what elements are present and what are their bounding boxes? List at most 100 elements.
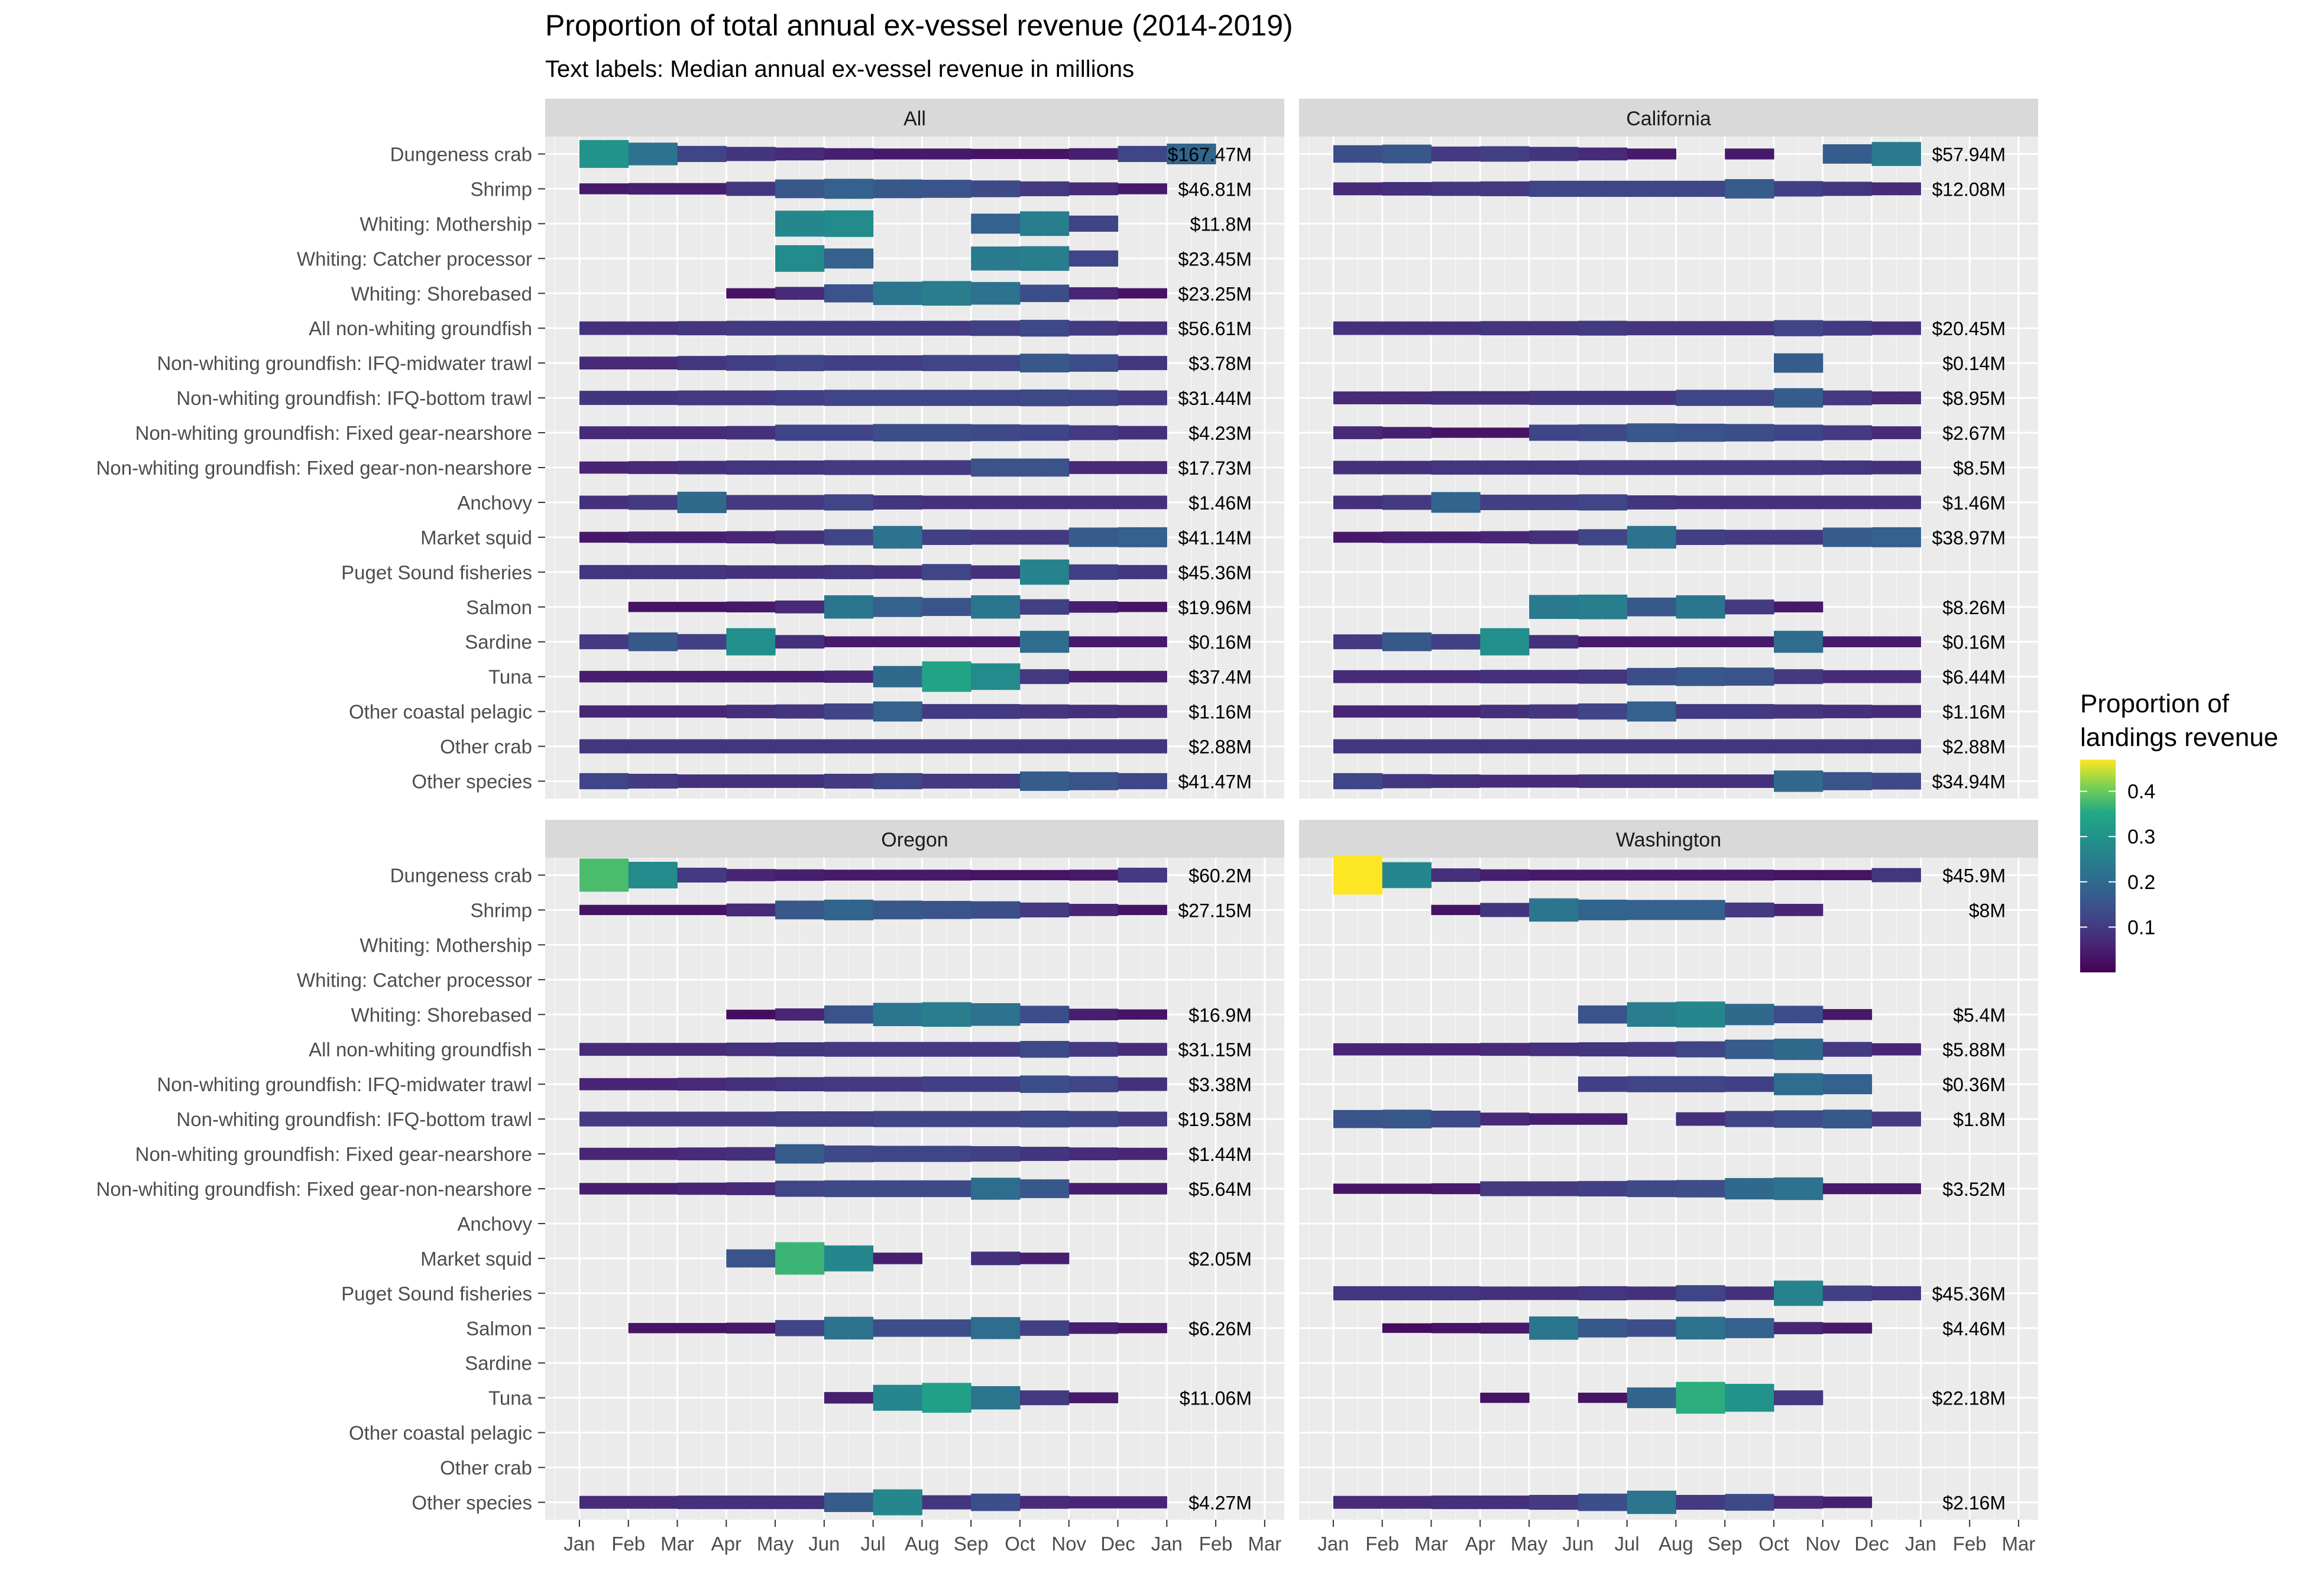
y-tick-label-all-other-crab: Other crab (440, 736, 532, 758)
tile-california-other-crab-m1 (1333, 739, 1383, 754)
legend-title-line2: landings revenue (2080, 723, 2278, 752)
tile-california-other-coastal-pelagic-m11 (1822, 705, 1873, 719)
tile-california-dungeness-crab-m9 (1725, 148, 1774, 160)
tile-all-sardine-m11 (1068, 636, 1119, 647)
tile-california-other-coastal-pelagic-m9 (1725, 704, 1774, 719)
tile-oregon-non-whiting-groundfish-ifq-midwater-trawl-m9 (971, 1076, 1021, 1092)
x-tick-label-washington-4: May (1511, 1533, 1548, 1555)
tile-california-non-whiting-groundfish-fixed-gear-nearshore-m5 (1529, 424, 1579, 441)
tile-all-sardine-m12 (1118, 636, 1167, 647)
tile-washington-shrimp-m6 (1578, 899, 1628, 920)
tile-california-tuna-m12 (1871, 670, 1921, 683)
tile-california-all-non-whiting-groundfish-m6 (1578, 320, 1628, 336)
tile-washington-non-whiting-groundfish-ifq-bottom-trawl-m6 (1578, 1113, 1628, 1125)
tile-washington-puget-sound-fisheries-m9 (1725, 1286, 1774, 1300)
tile-all-salmon-m2 (628, 602, 678, 612)
revenue-label-all-salmon: $19.96M (1178, 597, 1252, 618)
revenue-label-all-non-whiting-groundfish-ifq-bottom-trawl: $31.44M (1178, 388, 1252, 409)
tile-oregon-other-species-m10 (1019, 1496, 1070, 1509)
tile-california-anchovy-m6 (1578, 494, 1628, 511)
tile-all-other-crab-m12 (1118, 739, 1167, 754)
y-tick-label-oregon-market-squid: Market squid (420, 1248, 532, 1270)
tile-all-dungeness-crab-m6 (824, 148, 874, 160)
tile-california-tuna-m1 (1333, 670, 1383, 683)
tile-washington-salmon-m8 (1676, 1316, 1725, 1339)
tile-washington-non-whiting-groundfish-ifq-bottom-trawl-m3 (1431, 1110, 1481, 1128)
y-tick-label-oregon-tuna: Tuna (488, 1387, 533, 1409)
tile-washington-shrimp-m3 (1431, 904, 1481, 916)
tile-oregon-salmon-m2 (628, 1323, 678, 1334)
tile-california-non-whiting-groundfish-ifq-bottom-trawl-m10 (1773, 388, 1824, 408)
tile-all-salmon-m8 (922, 598, 971, 617)
tile-oregon-salmon-m11 (1068, 1322, 1119, 1334)
tile-all-tuna-m8 (922, 661, 971, 692)
tile-oregon-non-whiting-groundfish-ifq-midwater-trawl-m5 (775, 1077, 825, 1092)
tile-washington-dungeness-crab-m4 (1480, 869, 1530, 881)
strip-washington (1299, 820, 2038, 858)
tile-all-non-whiting-groundfish-fixed-gear-non-nearshore-m7 (873, 460, 923, 475)
tile-oregon-salmon-m8 (922, 1319, 971, 1337)
tile-washington-all-non-whiting-groundfish-m12 (1871, 1043, 1921, 1056)
tile-washington-tuna-m7 (1627, 1387, 1677, 1409)
tile-all-non-whiting-groundfish-fixed-gear-nearshore-m4 (726, 426, 776, 440)
tile-oregon-whiting-shorebased-m5 (775, 1008, 825, 1021)
tile-oregon-market-squid-m7 (873, 1253, 923, 1264)
tile-all-tuna-m9 (971, 663, 1021, 690)
tile-oregon-all-non-whiting-groundfish-m1 (579, 1043, 629, 1056)
tile-washington-other-species-m9 (1725, 1494, 1774, 1511)
tile-all-tuna-m10 (1019, 669, 1070, 685)
tile-all-salmon-m11 (1068, 601, 1119, 613)
tile-all-tuna-m4 (726, 670, 776, 683)
tile-california-non-whiting-groundfish-fixed-gear-nearshore-m9 (1725, 424, 1774, 442)
tile-washington-non-whiting-groundfish-ifq-bottom-trawl-m11 (1822, 1110, 1873, 1128)
tile-california-shrimp-m3 (1431, 181, 1481, 196)
tile-washington-non-whiting-groundfish-fixed-gear-non-nearshore-m10 (1773, 1177, 1824, 1201)
tile-california-other-crab-m7 (1627, 739, 1677, 754)
tile-all-sardine-m2 (628, 632, 678, 651)
tile-california-non-whiting-groundfish-fixed-gear-non-nearshore-m12 (1871, 460, 1921, 475)
tile-california-all-non-whiting-groundfish-m1 (1333, 321, 1383, 335)
strip-label-california: California (1626, 108, 1711, 130)
tile-california-sardine-m5 (1529, 635, 1579, 649)
panels-group: All $167.47M $46.81M $11.8M $23.45M $23.25M $5… (96, 99, 2038, 1555)
strip-label-washington: Washington (1616, 829, 1721, 851)
tile-all-all-non-whiting-groundfish-m2 (628, 321, 678, 335)
tile-all-non-whiting-groundfish-ifq-bottom-trawl-m2 (628, 391, 678, 406)
tile-all-whiting-shorebased-m9 (971, 282, 1021, 305)
tile-oregon-non-whiting-groundfish-fixed-gear-non-nearshore-m7 (873, 1180, 923, 1198)
tile-all-all-non-whiting-groundfish-m11 (1068, 320, 1119, 336)
tile-california-shrimp-m11 (1822, 181, 1873, 196)
x-tick-label-oregon-0: Jan (563, 1533, 595, 1555)
tile-all-other-crab-m6 (824, 739, 874, 754)
tile-california-other-crab-m3 (1431, 739, 1481, 754)
tile-washington-non-whiting-groundfish-ifq-midwater-trawl-m9 (1725, 1076, 1774, 1092)
revenue-label-oregon-non-whiting-groundfish-fixed-gear-nearshore: $1.44M (1188, 1144, 1252, 1165)
y-tick-label-oregon-dungeness-crab: Dungeness crab (390, 864, 532, 886)
tile-california-market-squid-m6 (1578, 529, 1628, 546)
tile-all-non-whiting-groundfish-ifq-midwater-trawl-m6 (824, 355, 874, 371)
tile-california-non-whiting-groundfish-fixed-gear-nearshore-m10 (1773, 424, 1824, 441)
tile-washington-tuna-m8 (1676, 1381, 1725, 1414)
revenue-label-oregon-other-species: $4.27M (1188, 1493, 1252, 1514)
revenue-label-all-shrimp: $46.81M (1178, 179, 1252, 200)
tile-california-other-crab-m2 (1382, 739, 1432, 754)
tile-all-whiting-catcher-processor-m5 (775, 245, 825, 272)
tile-oregon-all-non-whiting-groundfish-m4 (726, 1042, 776, 1056)
tile-oregon-whiting-shorebased-m11 (1068, 1008, 1119, 1021)
tile-all-salmon-m4 (726, 601, 776, 613)
tile-washington-non-whiting-groundfish-ifq-midwater-trawl-m8 (1676, 1076, 1725, 1092)
tile-california-dungeness-crab-m11 (1822, 144, 1873, 164)
y-tick-label-oregon-non-whiting-groundfish-ifq-midwater-trawl: Non-whiting groundfish: IFQ-midwater tra… (157, 1073, 532, 1095)
tile-all-non-whiting-groundfish-fixed-gear-non-nearshore-m4 (726, 460, 776, 475)
revenue-label-california-sardine: $0.16M (1942, 632, 2006, 653)
tile-washington-tuna-m4 (1480, 1393, 1530, 1403)
tile-all-non-whiting-groundfish-ifq-bottom-trawl-m4 (726, 390, 776, 406)
tile-all-shrimp-m4 (726, 181, 776, 196)
tile-all-other-crab-m3 (677, 739, 727, 754)
tile-california-other-species-m6 (1578, 774, 1628, 788)
revenue-label-all-anchovy: $1.46M (1188, 492, 1252, 514)
tile-oregon-dungeness-crab-m3 (677, 867, 727, 883)
tile-all-sardine-m6 (824, 636, 874, 647)
tile-all-dungeness-crab-m7 (873, 148, 923, 160)
